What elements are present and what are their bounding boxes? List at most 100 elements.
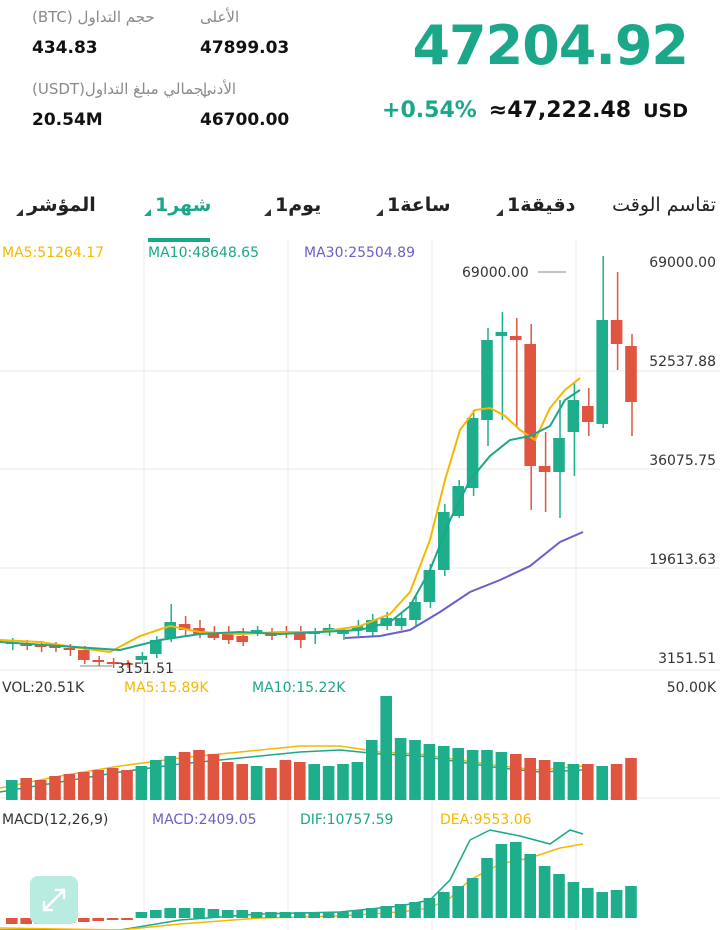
candle-body — [106, 662, 119, 664]
macd-bar — [294, 912, 306, 918]
tab-1day[interactable]: 1يوم — [264, 194, 321, 216]
axis-label-5: 3151.51 — [658, 651, 716, 667]
axis-label-1: 69000.00 — [649, 255, 716, 271]
macd-bar — [538, 866, 551, 918]
tab-active-underline — [148, 238, 210, 242]
vol-label: VOL:20.51K — [2, 680, 85, 696]
macd-bar — [178, 908, 191, 918]
macd-bar — [625, 886, 637, 918]
macd-bar — [351, 910, 364, 918]
volume-bar — [625, 758, 637, 800]
volume-bar — [610, 764, 623, 800]
macd-bar — [250, 912, 263, 918]
ma5-line — [0, 377, 581, 654]
macd-bar — [438, 892, 450, 918]
candle-body — [582, 406, 594, 422]
currency-label: USD — [643, 100, 688, 122]
volume-bar — [49, 776, 61, 800]
volume-bar — [366, 740, 378, 800]
volume-bar — [207, 754, 220, 800]
macd-bar — [596, 892, 608, 918]
expand-button[interactable] — [30, 876, 78, 924]
candle-body — [178, 624, 191, 630]
volume-bar — [380, 696, 392, 800]
candle-body — [452, 486, 464, 516]
candle-body — [510, 336, 522, 340]
macd-bar — [466, 878, 479, 918]
macd-bar — [106, 918, 119, 920]
dea-label: DEA:9553.06 — [440, 812, 532, 828]
tab-label: 1ساعة — [387, 194, 451, 216]
ma10-line — [0, 389, 581, 652]
candle-body — [625, 346, 637, 402]
volume-bar — [250, 766, 263, 800]
volume-bar — [150, 760, 162, 800]
tab-timeshare[interactable]: تقاسم الوقت — [612, 194, 716, 216]
macd-value-label: MACD:2409.05 — [152, 812, 257, 828]
candle-body — [121, 663, 133, 665]
approx-usd: ≈47,222.48 — [488, 98, 632, 123]
volume-bar — [553, 762, 565, 800]
volume-bar — [193, 750, 205, 800]
candle-body — [553, 438, 565, 472]
tab-label: 1دقيقة — [507, 194, 576, 216]
macd-bar — [265, 912, 277, 918]
volume-bar — [423, 744, 436, 800]
candle-body — [538, 466, 551, 472]
volume-bar — [92, 770, 104, 800]
candle-body — [610, 320, 623, 344]
dif-label: DIF:10757.59 — [300, 812, 393, 828]
kline-chart[interactable]: 69000.00 3151.51 69000.00 52537.88 36075… — [0, 240, 720, 930]
volume-bar — [481, 750, 493, 800]
candle-body — [250, 630, 263, 632]
macd-bar — [236, 910, 248, 918]
macd-bar — [207, 909, 220, 918]
tab-1month[interactable]: 1شهر — [144, 194, 211, 216]
candle-body — [92, 660, 104, 662]
change-percent: +0.54% — [382, 98, 477, 123]
volume-bar — [322, 766, 335, 800]
tab-1hour[interactable]: 1ساعة — [376, 194, 451, 216]
dif-line — [0, 829, 584, 930]
volume-bar — [6, 780, 18, 800]
volume-bar — [294, 762, 306, 800]
volume-bar — [538, 760, 551, 800]
volume-bar — [164, 756, 176, 800]
macd-bar — [322, 912, 335, 918]
candle-body — [567, 400, 580, 432]
volume-bar — [337, 764, 349, 800]
volume-bar — [452, 748, 464, 800]
ma5-label: MA5:51264.17 — [2, 245, 105, 261]
candle-body — [164, 622, 176, 638]
macd-bar — [78, 918, 90, 922]
tab-indicator[interactable]: المؤشر — [16, 194, 96, 216]
candle-body — [423, 570, 436, 602]
macd-bar — [582, 888, 594, 918]
volume-btc-label: حجم التداول (BTC) — [32, 8, 155, 26]
expand-icon — [42, 888, 66, 912]
candle-body — [207, 632, 220, 638]
macd-params-label: MACD(12,26,9) — [2, 812, 108, 828]
volume-bar — [236, 764, 248, 800]
macd-bar — [20, 918, 32, 924]
macd-bar — [610, 890, 623, 918]
volume-bar — [20, 778, 32, 800]
macd-bar — [452, 886, 464, 918]
volume-bar — [438, 746, 450, 800]
dea-line — [0, 843, 584, 930]
macd-bars — [6, 842, 637, 924]
candle-body — [63, 648, 76, 650]
volume-bar — [510, 754, 522, 800]
tab-label: 1يوم — [275, 194, 322, 216]
macd-bar — [193, 908, 205, 918]
volume-bar — [596, 766, 608, 800]
candle-body — [524, 344, 536, 466]
tab-1min[interactable]: 1دقيقة — [496, 194, 575, 216]
volume-bar — [34, 780, 47, 800]
vol-ma10-label: MA10:15.22K — [252, 680, 346, 696]
candle-body — [222, 634, 234, 640]
tab-label: المؤشر — [27, 194, 96, 216]
macd-bar — [524, 854, 536, 918]
volume-bar — [106, 768, 119, 800]
dropdown-caret-icon — [144, 209, 151, 216]
